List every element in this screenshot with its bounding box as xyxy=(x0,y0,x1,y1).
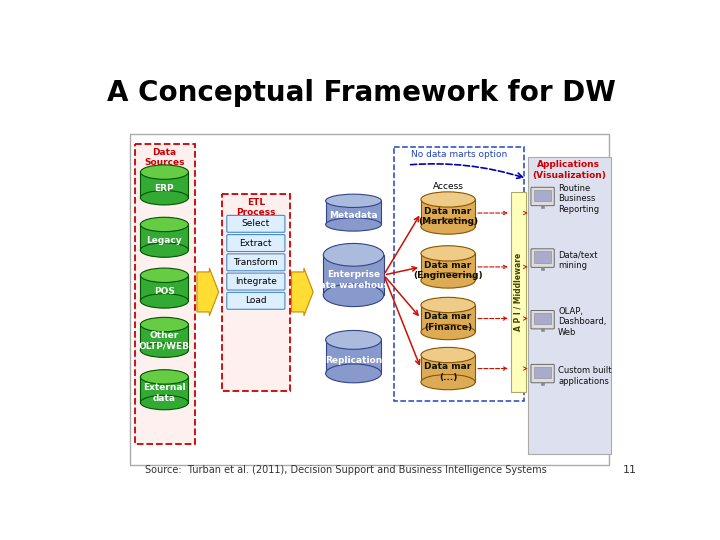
FancyBboxPatch shape xyxy=(140,377,189,402)
Ellipse shape xyxy=(421,219,475,234)
FancyBboxPatch shape xyxy=(531,187,554,206)
Text: Data/text
mining: Data/text mining xyxy=(558,251,598,270)
Ellipse shape xyxy=(421,375,475,390)
Ellipse shape xyxy=(421,246,475,261)
FancyBboxPatch shape xyxy=(140,325,189,350)
FancyBboxPatch shape xyxy=(140,225,189,250)
Text: Data
Sources: Data Sources xyxy=(144,148,184,167)
Text: ERP: ERP xyxy=(155,184,174,193)
FancyBboxPatch shape xyxy=(227,292,285,309)
Ellipse shape xyxy=(323,284,384,307)
Ellipse shape xyxy=(140,318,189,332)
FancyArrow shape xyxy=(541,205,544,208)
FancyBboxPatch shape xyxy=(534,190,551,201)
Ellipse shape xyxy=(421,192,475,207)
Text: Data mar
(Marketing): Data mar (Marketing) xyxy=(418,207,478,226)
Text: Applications
(Visualization): Applications (Visualization) xyxy=(532,160,606,180)
Text: Data mar
(Engineering): Data mar (Engineering) xyxy=(413,261,483,280)
Ellipse shape xyxy=(325,218,382,231)
Ellipse shape xyxy=(421,325,475,340)
Text: A P I / Middleware: A P I / Middleware xyxy=(513,253,523,331)
Text: POS: POS xyxy=(154,287,175,296)
FancyBboxPatch shape xyxy=(531,249,554,267)
Ellipse shape xyxy=(140,370,189,384)
FancyBboxPatch shape xyxy=(323,255,384,295)
Text: 11: 11 xyxy=(624,465,637,475)
FancyBboxPatch shape xyxy=(325,340,382,373)
FancyBboxPatch shape xyxy=(222,194,290,390)
FancyBboxPatch shape xyxy=(534,313,551,325)
Ellipse shape xyxy=(140,243,189,257)
FancyArrow shape xyxy=(541,267,544,269)
FancyBboxPatch shape xyxy=(534,367,551,378)
Text: Enterprise
Data warehouse: Enterprise Data warehouse xyxy=(312,271,395,290)
Text: ETL
Process: ETL Process xyxy=(236,198,276,218)
Text: A Conceptual Framework for DW: A Conceptual Framework for DW xyxy=(107,79,616,107)
FancyBboxPatch shape xyxy=(510,192,526,392)
Text: Replication: Replication xyxy=(325,356,382,366)
Ellipse shape xyxy=(140,294,189,308)
FancyBboxPatch shape xyxy=(531,310,554,329)
Text: Data mar
(...): Data mar (...) xyxy=(424,362,472,382)
Ellipse shape xyxy=(323,244,384,266)
FancyArrow shape xyxy=(197,268,219,316)
Text: OLAP,
Dashboard,
Web: OLAP, Dashboard, Web xyxy=(558,307,606,337)
Ellipse shape xyxy=(140,395,189,410)
FancyBboxPatch shape xyxy=(135,144,194,444)
Text: Data mar
(Finance): Data mar (Finance) xyxy=(424,312,472,332)
Ellipse shape xyxy=(421,273,475,288)
Ellipse shape xyxy=(140,191,189,205)
Text: Integrate: Integrate xyxy=(235,277,276,286)
Ellipse shape xyxy=(325,330,382,349)
Text: Load: Load xyxy=(245,296,266,305)
FancyArrow shape xyxy=(292,268,313,316)
Ellipse shape xyxy=(140,217,189,232)
FancyBboxPatch shape xyxy=(325,201,382,225)
Ellipse shape xyxy=(325,194,382,207)
Text: External
data: External data xyxy=(143,383,186,403)
FancyBboxPatch shape xyxy=(227,234,285,252)
FancyArrow shape xyxy=(541,328,544,331)
Ellipse shape xyxy=(140,268,189,282)
Ellipse shape xyxy=(421,347,475,363)
Text: Routine
Business
Reporting: Routine Business Reporting xyxy=(558,184,599,214)
FancyBboxPatch shape xyxy=(421,355,475,382)
FancyBboxPatch shape xyxy=(227,273,285,290)
Text: Select: Select xyxy=(242,219,270,228)
Text: Other
OLTP/WEB: Other OLTP/WEB xyxy=(139,331,190,350)
FancyBboxPatch shape xyxy=(528,157,611,454)
Ellipse shape xyxy=(421,298,475,313)
FancyBboxPatch shape xyxy=(130,134,609,465)
Text: Transform: Transform xyxy=(233,258,278,267)
Text: No data marts option: No data marts option xyxy=(411,150,507,159)
FancyBboxPatch shape xyxy=(227,254,285,271)
Text: Extract: Extract xyxy=(240,239,272,247)
Text: Source:  Turban et al. (2011), Decision Support and Business Intelligence System: Source: Turban et al. (2011), Decision S… xyxy=(145,465,546,475)
FancyBboxPatch shape xyxy=(140,275,189,301)
FancyBboxPatch shape xyxy=(140,172,189,198)
Text: Metadata: Metadata xyxy=(329,211,378,220)
FancyBboxPatch shape xyxy=(531,364,554,383)
FancyArrow shape xyxy=(541,382,544,385)
FancyBboxPatch shape xyxy=(227,215,285,232)
Ellipse shape xyxy=(325,364,382,383)
Ellipse shape xyxy=(140,165,189,179)
Ellipse shape xyxy=(140,343,189,357)
FancyBboxPatch shape xyxy=(421,305,475,332)
Text: Access: Access xyxy=(433,182,464,191)
Text: Custom built
applications: Custom built applications xyxy=(558,366,611,386)
FancyBboxPatch shape xyxy=(534,251,551,262)
Text: Legacy: Legacy xyxy=(147,236,182,245)
FancyBboxPatch shape xyxy=(421,199,475,227)
FancyBboxPatch shape xyxy=(421,253,475,280)
